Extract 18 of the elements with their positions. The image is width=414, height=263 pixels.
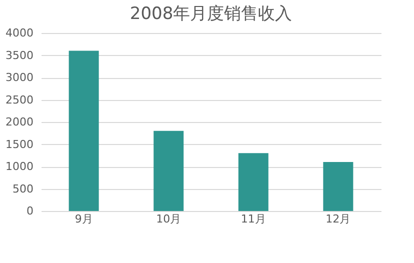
- y-tick-label: 2000: [6, 116, 34, 128]
- y-tick-label: 3500: [6, 48, 34, 62]
- y-tick-label: 500: [12, 182, 34, 196]
- bar: [238, 153, 268, 211]
- y-tick-label: 2500: [6, 93, 34, 106]
- bar: [323, 162, 354, 211]
- chart-title: 2008年月度销售收入: [130, 4, 292, 24]
- y-tick-label: 1000: [6, 160, 34, 173]
- y-tick-label: 1500: [6, 138, 34, 151]
- y-tick-label: 3000: [6, 71, 34, 84]
- x-tick-label: 12月: [326, 212, 351, 226]
- y-tick-label: 0: [26, 204, 34, 218]
- y-tick-label: 4000: [6, 26, 34, 40]
- x-tick-label: 10月: [156, 212, 182, 226]
- x-tick-label: 9月: [74, 212, 93, 226]
- x-tick-label: 11月: [240, 212, 266, 226]
- bar: [154, 130, 184, 211]
- bar: [68, 50, 99, 211]
